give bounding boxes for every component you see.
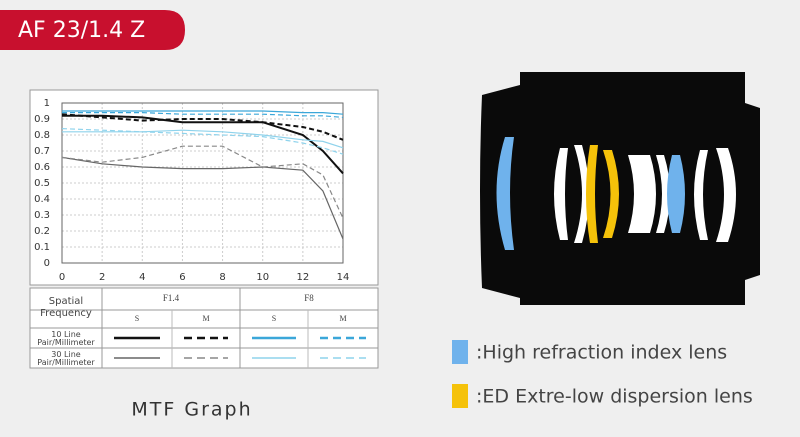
y-tick-label: 0.4 bbox=[34, 194, 50, 205]
x-tick-label: 6 bbox=[179, 272, 185, 283]
table-column: M bbox=[339, 314, 346, 323]
legend-text: :ED Extre-low dispersion lens bbox=[476, 386, 753, 408]
legend-swatch bbox=[452, 340, 468, 364]
mtf-line bbox=[62, 129, 344, 149]
x-tick-label: 0 bbox=[59, 272, 65, 283]
x-tick-label: 12 bbox=[296, 272, 309, 283]
badge bbox=[0, 10, 185, 50]
x-tick-label: 4 bbox=[139, 272, 145, 283]
table-group: F8 bbox=[304, 293, 314, 303]
y-tick-label: 0.1 bbox=[34, 242, 50, 253]
mtf-line bbox=[61, 128, 344, 155]
table-column: M bbox=[202, 314, 209, 323]
badge-title: AF 23/1.4 Z bbox=[18, 18, 145, 43]
table-corner: Spatial Frequency bbox=[40, 296, 92, 319]
caption: MTF Graph bbox=[131, 399, 252, 421]
table-row-label: 10 Line Pair/Millimeter bbox=[37, 330, 95, 347]
table-column: S bbox=[272, 314, 276, 323]
mtf-line bbox=[61, 113, 344, 141]
mtf-line bbox=[62, 114, 344, 175]
y-tick-label: 0.2 bbox=[34, 226, 50, 237]
x-tick-label: 2 bbox=[99, 272, 105, 283]
table-column: S bbox=[135, 314, 139, 323]
y-tick-label: 0 bbox=[44, 258, 50, 269]
y-tick-label: 0.7 bbox=[34, 146, 50, 157]
legend-text: :High refraction index lens bbox=[476, 342, 727, 364]
y-tick-label: 0.8 bbox=[34, 130, 50, 141]
y-tick-label: 1 bbox=[44, 98, 50, 109]
x-tick-label: 8 bbox=[219, 272, 225, 283]
mtf-line bbox=[62, 111, 344, 118]
y-tick-label: 0.6 bbox=[34, 162, 50, 173]
mtf-line bbox=[61, 145, 344, 219]
x-tick-label: 14 bbox=[337, 272, 350, 283]
table-group: F1.4 bbox=[163, 293, 180, 303]
legend-swatch bbox=[452, 384, 468, 408]
table-row-label: 30 Line Pair/Millimeter bbox=[37, 350, 95, 367]
plot-frame bbox=[61, 102, 344, 264]
mtf-line bbox=[61, 156, 344, 240]
mtf-line bbox=[62, 110, 344, 115]
lens-diagram bbox=[480, 72, 760, 305]
y-tick-label: 0.5 bbox=[34, 178, 50, 189]
x-tick-label: 10 bbox=[256, 272, 269, 283]
y-tick-label: 0.9 bbox=[34, 114, 50, 125]
y-tick-label: 0.3 bbox=[34, 210, 50, 221]
